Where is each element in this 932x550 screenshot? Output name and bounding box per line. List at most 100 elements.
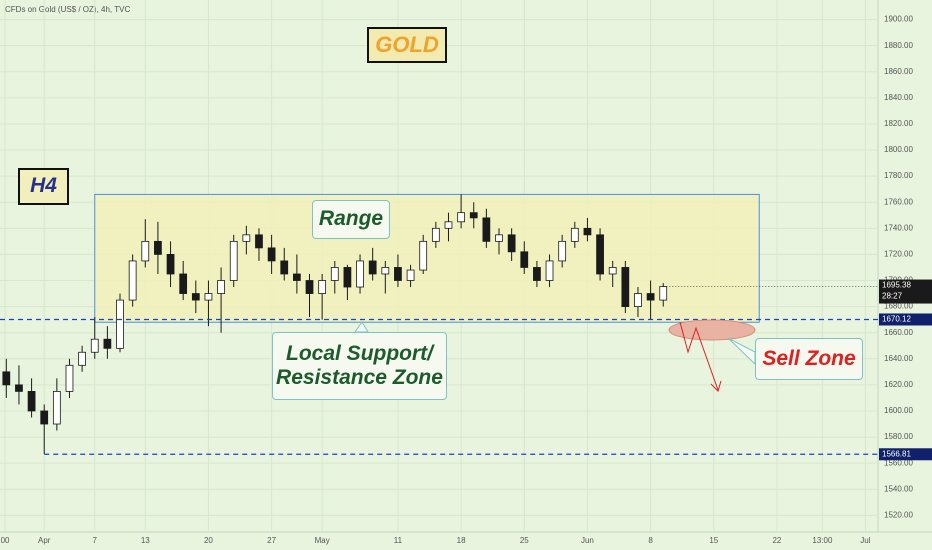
candle-body (457, 212, 465, 223)
candle-body (128, 260, 137, 301)
candle-body (646, 293, 655, 301)
candle-body (267, 247, 276, 262)
support-label: Local Support/ Resistance Zone (272, 332, 447, 400)
candle-body (634, 293, 642, 307)
candle-body (406, 269, 415, 281)
candle-body (495, 234, 503, 242)
y-tick-label: 1580.00 (884, 432, 913, 441)
candle-body (583, 227, 592, 236)
candle-body (116, 299, 124, 349)
candle-body (659, 286, 668, 301)
candle-body (191, 293, 200, 301)
y-tick-label: 1620.00 (884, 380, 913, 389)
candle-body (179, 273, 188, 294)
x-tick-label: May (315, 536, 330, 545)
support-line: Resistance Zone (276, 366, 443, 389)
candle-body (2, 371, 11, 386)
x-tick-label: 13:00 (812, 536, 833, 545)
x-tick-label: 27 (267, 536, 276, 545)
candle-body (330, 267, 339, 281)
candle-body (482, 217, 491, 242)
candle-body (431, 227, 440, 242)
x-tick-label: 22 (772, 536, 781, 545)
candle-body (27, 391, 36, 412)
range-label: Range (312, 200, 390, 239)
x-tick-label: Jul (860, 536, 870, 545)
x-tick-label: Apr (38, 536, 51, 545)
countdown-label: 28:27 (882, 292, 903, 301)
candle-body (621, 267, 630, 307)
candle-body (166, 254, 175, 275)
candle-body (507, 234, 516, 253)
candle-body (608, 267, 617, 275)
y-tick-label: 1680.00 (884, 302, 913, 311)
candle-body (65, 364, 74, 392)
candle-body (40, 410, 49, 425)
y-tick-label: 1560.00 (884, 458, 913, 467)
sell-callout-pointer (727, 337, 756, 366)
y-tick-label: 1760.00 (884, 197, 913, 206)
candle-body (533, 267, 541, 281)
x-tick-label: 13 (141, 536, 150, 545)
y-tick-label: 1600.00 (884, 406, 913, 415)
candle-body (280, 260, 289, 275)
y-tick-label: 1880.00 (884, 41, 913, 50)
candle-body (141, 240, 150, 262)
x-tick-label: 8 (648, 536, 653, 545)
last-price-bg (879, 279, 932, 304)
y-tick-label: 1840.00 (884, 93, 913, 102)
y-tick-label: 1720.00 (884, 250, 913, 259)
candle-body (15, 384, 23, 392)
candle-body (229, 240, 238, 281)
x-tick-label: 7 (93, 536, 98, 545)
candle-body (318, 280, 327, 294)
candle-body (356, 260, 364, 288)
x-tick-label: 00 (1, 536, 10, 545)
candle-body (368, 260, 377, 275)
y-tick-label: 1740.00 (884, 223, 913, 232)
candle-body (343, 267, 352, 288)
candle-body (381, 267, 390, 275)
y-tick-label: 1660.00 (884, 328, 913, 337)
candle-body (242, 234, 251, 242)
support-line: Local Support/ (286, 341, 433, 365)
candle-body (419, 240, 428, 271)
y-tick-label: 1860.00 (884, 67, 913, 76)
y-tick-label: 1820.00 (884, 119, 913, 128)
y-tick-label: 1640.00 (884, 354, 913, 363)
x-tick-label: 15 (709, 536, 718, 545)
axes: 1520.00 1540.00 1560.00 1580.00 1600.00 1620.… (1, 15, 932, 545)
candle-body (596, 234, 604, 275)
candle-body (469, 212, 478, 219)
y-tick-label: 1800.00 (884, 145, 913, 154)
support-callout-pointer (354, 321, 369, 333)
candle-body (570, 227, 579, 242)
x-tick-label: 11 (394, 536, 403, 545)
y-tick-label: 1540.00 (884, 484, 913, 493)
candle-body (52, 391, 61, 425)
candle-body (394, 267, 402, 281)
gold-label: GOLD (367, 27, 447, 63)
candle-body (293, 273, 301, 281)
level-label: 1566.81 (882, 449, 911, 458)
candle-body (154, 240, 162, 255)
y-tick-label: 1900.00 (884, 15, 913, 24)
y-tick-label: 1780.00 (884, 171, 913, 180)
last-price-label: 1695.38 (882, 281, 911, 290)
candle-body (255, 234, 263, 249)
y-tick-label: 1520.00 (884, 510, 913, 519)
sell-arrow (679, 321, 719, 391)
plot (0, 193, 878, 455)
candle-body (545, 260, 554, 281)
x-tick-label: Jun (581, 536, 594, 545)
candle-body (305, 280, 314, 294)
candle-body (444, 221, 453, 229)
level-label-bg (879, 448, 932, 461)
level-label-bg (879, 313, 932, 326)
candle-body (558, 240, 567, 262)
x-tick-label: 18 (457, 536, 466, 545)
candle-body (103, 338, 112, 349)
candle-body (204, 293, 213, 301)
